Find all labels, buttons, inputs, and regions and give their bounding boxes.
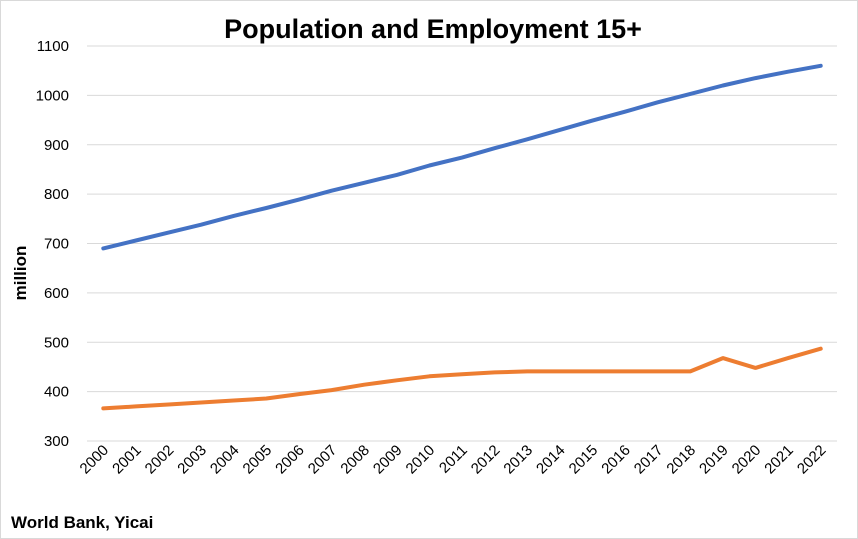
x-tick-label: 2006: [272, 442, 308, 478]
x-tick-label: 2017: [631, 442, 667, 478]
x-tick-label: 2010: [403, 442, 439, 478]
x-tick-label: 2011: [436, 442, 471, 477]
y-tick-label: 800: [44, 186, 69, 203]
y-tick-label: 400: [44, 384, 69, 401]
x-tick-label: 2016: [598, 442, 634, 478]
gridlines: [87, 45, 837, 442]
x-tick-label: 2001: [109, 442, 145, 478]
x-tick-label: 2000: [77, 442, 113, 478]
y-tick-label: 900: [44, 137, 69, 154]
y-axis-ticks: 300 400 500 600 700 800 900 1000 1100: [36, 38, 69, 450]
x-tick-label: 2021: [761, 442, 797, 478]
x-tick-label: 2008: [337, 442, 373, 478]
x-tick-label: 2005: [240, 442, 276, 478]
series-line-1: [101, 63, 823, 251]
x-tick-label: 2009: [370, 442, 406, 478]
y-tick-label: 1000: [36, 87, 69, 104]
y-tick-label: 500: [44, 334, 69, 351]
x-tick-label: 2003: [174, 442, 210, 478]
x-tick-label: 2004: [207, 442, 243, 478]
series-line-2: [101, 346, 823, 411]
x-tick-label: 2002: [142, 442, 178, 478]
x-tick-label: 2015: [566, 442, 602, 478]
series-lines: [101, 63, 823, 411]
x-tick-label: 2020: [729, 442, 765, 478]
x-tick-label: 2018: [663, 442, 699, 478]
y-axis-label: million: [11, 246, 30, 301]
x-tick-label: 2014: [533, 442, 569, 478]
y-tick-label: 1100: [37, 38, 69, 55]
x-tick-label: 2019: [696, 442, 732, 478]
source-note: World Bank, Yicai: [11, 513, 153, 532]
y-tick-label: 300: [44, 433, 69, 450]
y-tick-label: 600: [44, 285, 69, 302]
x-tick-label: 2013: [500, 442, 536, 478]
x-tick-label: 2022: [794, 442, 830, 478]
x-tick-label: 2007: [305, 442, 341, 478]
chart-title: Population and Employment 15+: [224, 14, 642, 44]
x-axis-ticks: 2000200120022003200420052006200720082009…: [77, 442, 830, 478]
x-tick-label: 2012: [468, 442, 504, 478]
y-tick-label: 700: [44, 236, 69, 253]
